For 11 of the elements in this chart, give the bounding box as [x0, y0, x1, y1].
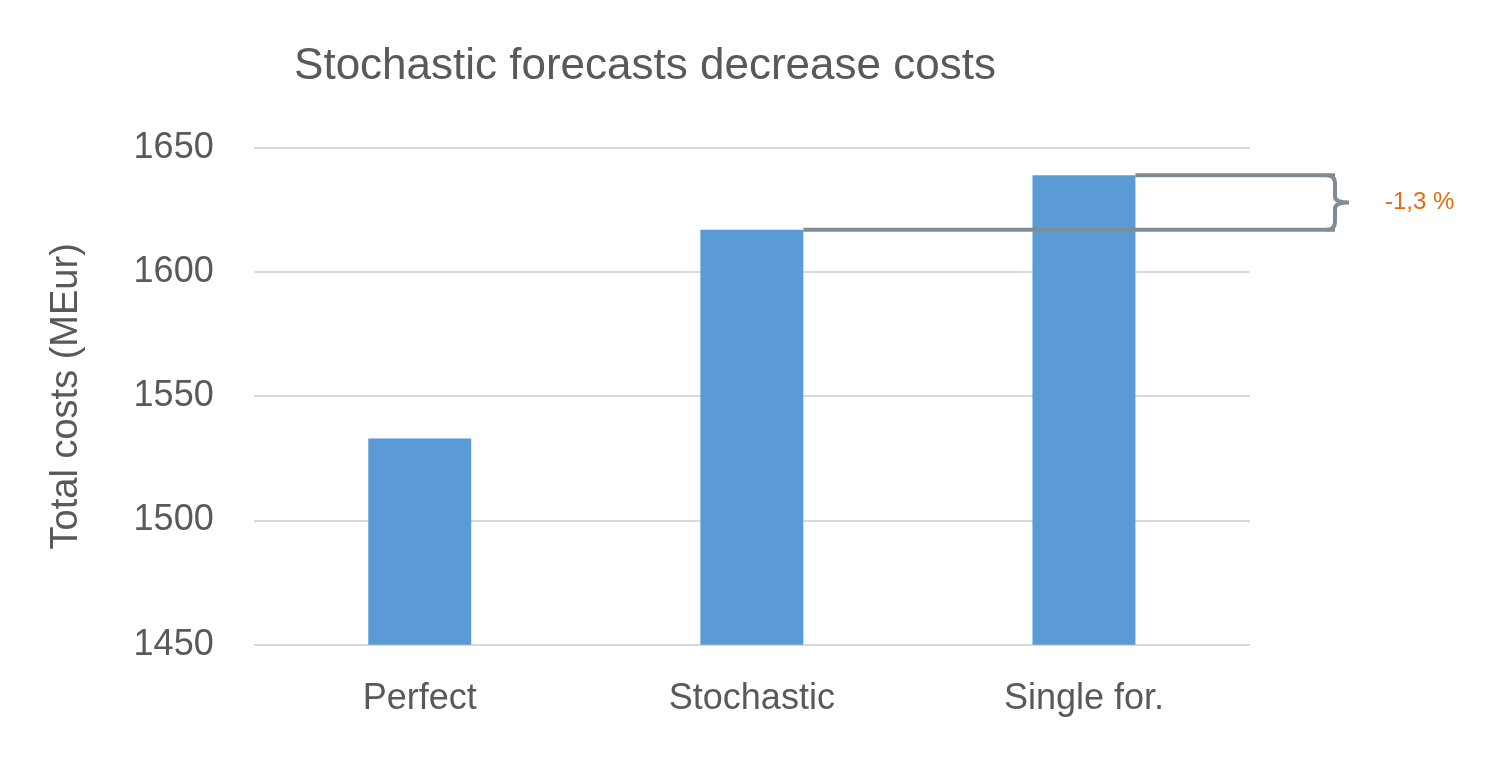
y-axis-title: Total costs (MEur): [43, 243, 86, 550]
text: -1,3 %: [1385, 187, 1455, 216]
y-tick-label: 1450: [133, 621, 214, 663]
x-tick-label: Stochastic: [668, 676, 835, 718]
x-tick-label: Single for.: [1003, 676, 1164, 718]
y-tick-label: 1550: [133, 373, 214, 415]
chart-title: Stochastic forecasts decrease costs: [294, 38, 996, 88]
y-tick-label: 1650: [133, 124, 214, 166]
x-tick-label: Perfect: [362, 676, 477, 718]
y-tick-label: 1600: [133, 248, 214, 290]
y-tick-label: 1500: [133, 497, 214, 539]
